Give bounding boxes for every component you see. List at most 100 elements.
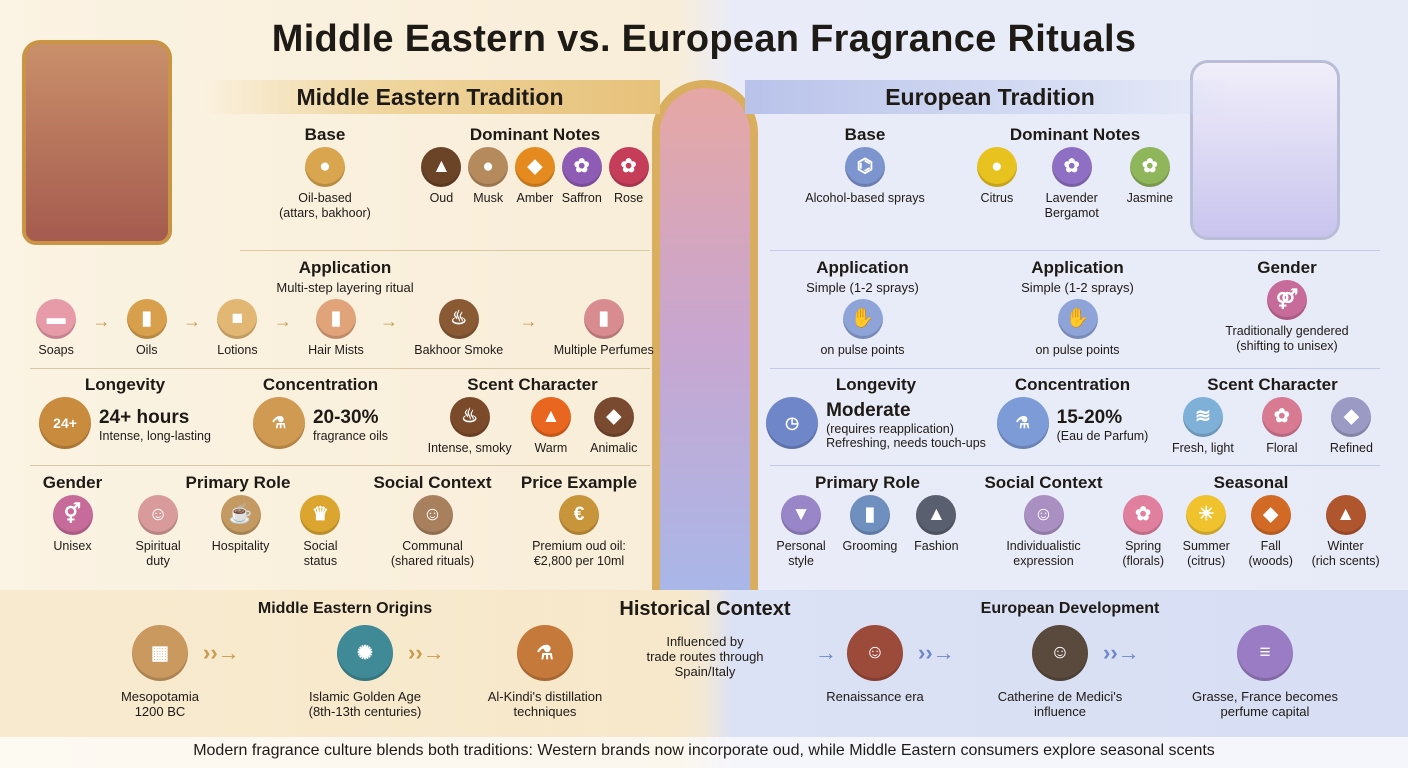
- page-title: Middle Eastern vs. European Fragrance Ri…: [271, 18, 1137, 60]
- me-app-subtitle: Multi-step layering ritual: [276, 280, 414, 295]
- eu-gender-title: Gender: [1257, 258, 1317, 277]
- eu-gender-items: ⚤ Traditionally gendered (shifting to uni…: [1192, 280, 1382, 354]
- arrow-right-icon: ››→: [918, 640, 955, 665]
- me-conc-note: fragrance oils: [312, 429, 389, 443]
- spray-wrist-icon: ✋: [842, 299, 883, 339]
- soap-icon: ▬: [36, 299, 77, 339]
- eu-notes-items: ● Citrus ✿ Lavender Bergamot ✿ Jasmine: [965, 147, 1185, 221]
- middle-eastern-header: Middle Eastern Tradition: [200, 80, 660, 114]
- arrow-right-icon: →: [379, 311, 398, 331]
- amber-icon: ◆: [514, 147, 555, 187]
- eu-social-item-label: Individualistic expression: [1006, 539, 1081, 568]
- eu-scent-item: ≋ Fresh, light: [1172, 397, 1234, 456]
- european-header: European Tradition: [745, 80, 1235, 114]
- eu-longevity-detail: ◷ Moderate (requires reapplication) Refresh…: [765, 397, 987, 453]
- me-price-cell: Price Example € Premium oud oil: €2,800 pe…: [508, 473, 650, 569]
- me-app-item-label: Multiple Perfumes: [553, 343, 654, 357]
- timeline-item: ☺ Renaissance era: [790, 625, 960, 704]
- me-social-item: ☺ Communal (shared rituals): [391, 495, 474, 569]
- me-scent-item-label: Warm: [534, 441, 568, 455]
- me-role-item-label: Social status: [303, 539, 338, 568]
- spray-neck-icon: ✋: [1057, 299, 1098, 339]
- eu-gender-item: ⚤ Traditionally gendered (shifting to uni…: [1225, 280, 1349, 354]
- eu-base-items: ⌬ Alcohol-based sprays: [770, 147, 960, 206]
- oud-wood-icon: ▲: [421, 147, 462, 187]
- lotion-jar-icon: ■: [217, 299, 258, 339]
- eu-base-item-label: Alcohol-based sprays: [805, 191, 925, 205]
- me-app-items: ▬ Soaps → ▮ Oils → ■ Lotions → ▮ Hair Mists → ♨ Bakho…: [30, 299, 660, 358]
- curved-arrow-icon: →: [815, 640, 837, 665]
- eu-notes-item: ● Citrus: [976, 147, 1017, 206]
- timeline-label: Catherine de Medici's influence: [997, 689, 1123, 719]
- timeline-label: Al-Kindi's distillation techniques: [487, 689, 603, 719]
- lavender-icon: ✿: [1051, 147, 1092, 187]
- me-notes-item: ▲ Oud: [421, 147, 462, 206]
- eu-notes-item: ✿ Jasmine: [1127, 147, 1173, 206]
- incense-icon: ♨: [449, 397, 490, 437]
- flask-icon: ⚗: [996, 397, 1049, 449]
- me-social-items: ☺ Communal (shared rituals): [360, 495, 505, 569]
- arrow-right-icon: ››→: [1103, 640, 1140, 665]
- eu-scent-item-label: Fresh, light: [1172, 441, 1234, 455]
- clock-24-icon: 24+: [39, 397, 92, 449]
- eu-seasonal-item-label: Fall (woods): [1248, 539, 1293, 568]
- me-price-item: € Premium oud oil: €2,800 per 10ml: [532, 495, 626, 569]
- arrow-right-icon: →: [519, 311, 538, 331]
- eu-role-item-label: Grooming: [842, 539, 898, 553]
- rose-icon: ✿: [608, 147, 649, 187]
- me-gender-items: ⚥ Unisex: [30, 495, 115, 554]
- me-app-item: ▬ Soaps: [36, 299, 77, 358]
- renaissance-portrait-icon: ☺: [847, 625, 903, 681]
- eu-conc-cell: Concentration ⚗ 15-20% (Eau de Parfum): [990, 375, 1155, 453]
- eu-longevity-note: Refreshing, needs touch-ups: [826, 436, 986, 450]
- me-scent-title: Scent Character: [467, 375, 598, 394]
- group-gathering-icon: ☺: [412, 495, 453, 535]
- sun-lemonade-icon: ☀: [1186, 495, 1227, 535]
- me-notes-item-label: Rose: [614, 191, 644, 205]
- eu-seasonal-item: ☀ Summer (citrus): [1183, 495, 1230, 569]
- me-price-item-label: Premium oud oil: €2,800 per 10ml: [532, 539, 626, 568]
- me-gender-title: Gender: [42, 473, 103, 492]
- me-base-item: ● Oil-based (attars, bakhoor): [279, 147, 371, 221]
- history-background: [0, 590, 1408, 737]
- eu-scent-item: ✿ Floral: [1261, 397, 1302, 456]
- eu-conc-detail: ⚗ 15-20% (Eau de Parfum): [990, 397, 1155, 453]
- me-social-cell: Social Context ☺ Communal (shared rituals): [360, 473, 505, 569]
- musk-pouch-icon: ●: [468, 147, 509, 187]
- me-role-items: ☺ Spiritual duty ☕ Hospitality ♛ Social statu…: [122, 495, 354, 569]
- me-origins-header: Middle Eastern Origins: [257, 600, 433, 617]
- me-notes-item: ✿ Saffron: [562, 147, 602, 206]
- eu-conc-note: (Eau de Parfum): [1056, 429, 1149, 443]
- grooming-tools-icon: ▮: [849, 495, 890, 535]
- eu-longevity-note: (requires reapplication): [826, 422, 954, 436]
- catherine-portrait-glove-icon: ☺: [1032, 625, 1088, 681]
- me-notes-item: ◆ Amber: [514, 147, 555, 206]
- me-role-item-label: Spiritual duty: [135, 539, 181, 568]
- ornate-oil-bottle-illustration: [22, 40, 172, 245]
- gender-symbols-icon: ⚥: [52, 495, 93, 535]
- eu-seasonal-cell: Seasonal ✿ Spring (florals) ☀ Summer (citrus…: [1115, 473, 1387, 569]
- eu-seasonal-item-label: Winter (rich scents): [1311, 539, 1380, 568]
- me-app-item-label: Bakhoor Smoke: [414, 343, 504, 357]
- eu-role-title: Primary Role: [815, 473, 920, 492]
- me-app-item: ▮ Oils: [126, 299, 167, 358]
- mist-bottle-icon: ▮: [315, 299, 356, 339]
- wind-leaf-icon: ≋: [1182, 397, 1223, 437]
- gem-icon: ◆: [1331, 397, 1372, 437]
- eu-app2-item-label: on pulse points: [1035, 343, 1120, 357]
- arrow-right-icon: ››→: [408, 640, 445, 665]
- me-app-item: ▮ Hair Mists: [308, 299, 364, 358]
- fireplace-icon: ▲: [1325, 495, 1366, 535]
- me-notes-title: Dominant Notes: [469, 125, 601, 144]
- eu-scent-item-label: Floral: [1266, 441, 1298, 455]
- me-scent-item-label: Animalic: [590, 441, 638, 455]
- eu-app1-item-label: on pulse points: [820, 343, 905, 357]
- eu-longevity-cell: Longevity ◷ Moderate (requires reapplicatio…: [765, 375, 987, 453]
- alcohol-molecule-spray-icon: ⌬: [844, 147, 885, 187]
- me-app-cell: Application Multi-step layering ritual ▬ So…: [30, 258, 660, 358]
- me-notes-items: ▲ Oud ● Musk ◆ Amber ✿ Saffron ✿ Rose: [420, 147, 650, 206]
- eu-conc-text: 15-20% (Eau de Parfum): [1057, 407, 1149, 443]
- me-conc-cell: Concentration ⚗ 20-30% fragrance oils: [228, 375, 413, 453]
- eu-notes-cell: Dominant Notes ● Citrus ✿ Lavender Bergamot ✿…: [965, 125, 1185, 221]
- eu-seasonal-item: ✿ Spring (florals): [1122, 495, 1164, 569]
